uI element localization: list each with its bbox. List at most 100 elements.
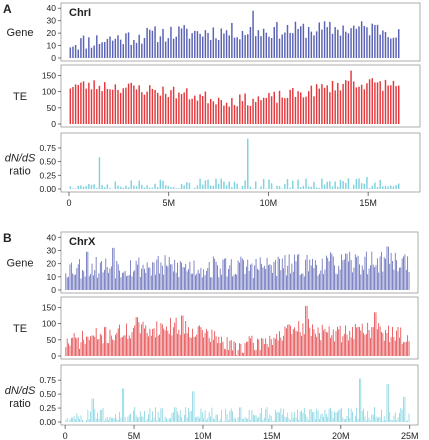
te-bar <box>104 82 106 124</box>
te-bar <box>142 321 144 356</box>
te-bar <box>308 318 309 356</box>
gene-bar <box>81 269 83 290</box>
gene-bar <box>352 25 355 58</box>
te-bar <box>329 92 331 124</box>
dnds-bar <box>249 186 252 189</box>
gene-bar <box>150 275 152 290</box>
gene-bar <box>390 252 392 290</box>
dnds-bar <box>114 181 117 189</box>
dnds-bar <box>405 420 407 422</box>
dnds-bar <box>73 416 75 422</box>
te-bar <box>183 333 185 356</box>
te-bar <box>241 352 243 356</box>
te-bar <box>330 337 331 356</box>
te-bar <box>371 78 373 124</box>
gene-bar <box>114 38 117 58</box>
te-bar <box>360 84 363 124</box>
gene-bar <box>327 257 329 290</box>
gene-bar <box>231 22 233 58</box>
track-gene: 0 10 20 30 40 Gene <box>7 2 421 63</box>
y-tick-label: 40 <box>47 232 57 242</box>
dnds-bar <box>218 420 220 422</box>
te-bar <box>258 339 260 356</box>
te-bar <box>117 89 119 124</box>
te-bar <box>141 324 143 356</box>
gene-bar <box>401 258 403 290</box>
dnds-bar <box>298 419 300 422</box>
te-bar <box>186 88 188 124</box>
gene-bar <box>101 261 103 290</box>
gene-bar <box>372 264 374 290</box>
te-bar <box>96 89 98 124</box>
gene-bar <box>308 271 309 290</box>
te-bar <box>135 89 138 124</box>
te-bar <box>108 343 109 356</box>
gene-bar <box>170 26 172 58</box>
dnds-bar <box>252 188 254 189</box>
gene-bar <box>392 261 393 290</box>
dnds-bar <box>160 408 162 422</box>
gene-bar <box>316 264 318 290</box>
dnds-bar <box>368 418 370 422</box>
te-bar <box>408 341 410 356</box>
gene-bar <box>135 42 138 58</box>
dnds-bar <box>82 186 85 189</box>
gene-bar <box>305 37 307 58</box>
dnds-bar <box>368 188 371 189</box>
te-bar <box>150 335 152 356</box>
gene-bar <box>350 260 352 290</box>
te-bar <box>76 338 78 356</box>
te-bar <box>324 328 326 356</box>
dnds-bar <box>133 185 135 189</box>
x-tick-label: 10M <box>260 198 278 208</box>
te-bar <box>109 89 111 124</box>
dnds-bar <box>407 420 409 422</box>
gene-bar <box>181 262 182 290</box>
gene-bar <box>69 264 71 290</box>
dnds-bar <box>393 415 395 422</box>
dnds-bar <box>244 417 246 422</box>
gene-bar <box>355 28 358 58</box>
gene-bar <box>212 27 215 58</box>
te-bar <box>161 324 163 356</box>
te-bar <box>289 89 291 124</box>
dnds-bar <box>210 416 211 422</box>
te-bar <box>269 335 271 356</box>
gene-bar <box>199 33 201 58</box>
dnds-bar <box>386 384 388 422</box>
gene-bar <box>288 254 290 290</box>
te-bar <box>334 341 335 356</box>
te-bar <box>270 339 272 356</box>
dnds-bar <box>330 407 331 422</box>
dnds-bar <box>138 180 140 189</box>
te-bar <box>397 327 399 356</box>
te-bar <box>82 81 85 124</box>
dnds-bar <box>70 417 72 422</box>
dnds-bar <box>199 418 200 422</box>
te-bar <box>225 349 227 356</box>
te-bar <box>390 337 392 356</box>
dnds-bar <box>75 419 76 422</box>
gene-bar <box>116 260 118 290</box>
te-bar <box>247 105 249 124</box>
te-bar <box>193 336 195 356</box>
te-bar <box>208 338 210 356</box>
gene-bar <box>66 277 68 290</box>
gene-bar <box>237 260 239 290</box>
gene-bar <box>146 27 148 58</box>
gene-bar <box>246 266 247 290</box>
dnds-bar <box>309 409 311 422</box>
te-bar <box>237 350 239 356</box>
te-bar <box>72 337 74 356</box>
dnds-bar <box>254 415 256 422</box>
dnds-bar <box>285 417 287 422</box>
dnds-bar <box>81 419 83 422</box>
gene-bar <box>73 274 75 290</box>
te-bar <box>260 100 262 124</box>
dnds-bar <box>76 413 78 422</box>
te-bar <box>98 85 101 124</box>
dnds-bar <box>241 418 243 422</box>
dnds-bar <box>240 407 242 422</box>
gene-bar <box>236 37 238 58</box>
te-bar <box>263 344 265 356</box>
